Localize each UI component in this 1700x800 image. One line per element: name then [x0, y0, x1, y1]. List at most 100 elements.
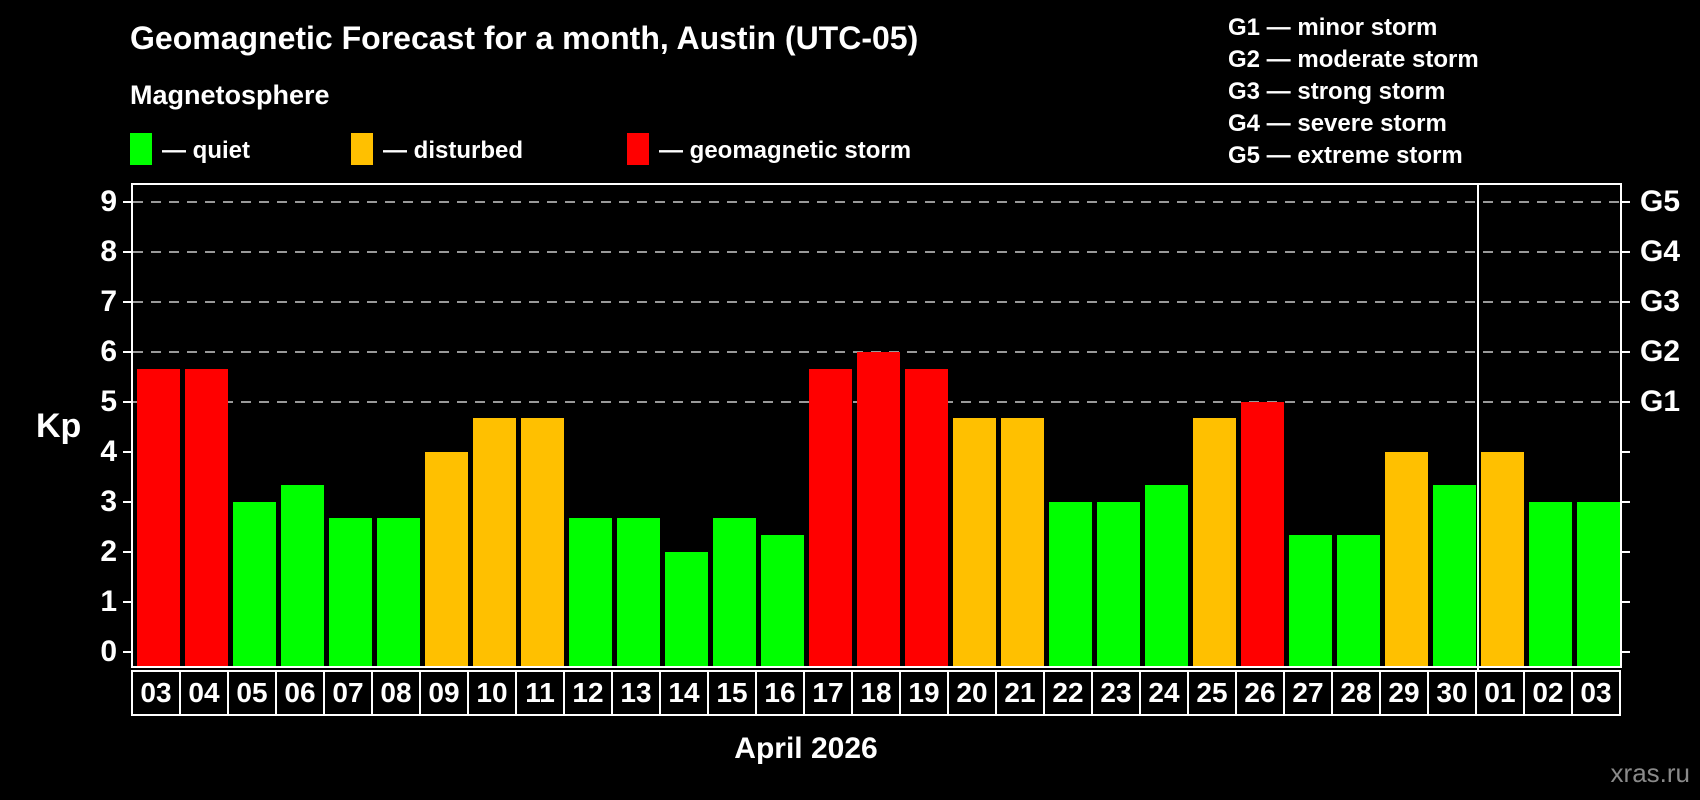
right-axis-tick [1622, 600, 1630, 603]
gridline-kp-7 [133, 301, 1620, 304]
legend-label-storm: — geomagnetic storm [659, 137, 912, 164]
date-box-03: 03 [131, 670, 181, 716]
y-axis-label: 5 [100, 385, 117, 418]
y-axis-tick [123, 550, 131, 553]
date-box-04: 04 [179, 670, 229, 716]
kp-bar-05 [232, 501, 276, 666]
g-level-label-G3: G3 [1640, 285, 1681, 319]
kp-bar-03 [1576, 501, 1620, 666]
gridline-kp-8 [133, 251, 1620, 254]
date-box-26: 26 [1235, 670, 1285, 716]
kp-bar-28 [1336, 535, 1380, 666]
y-axis-label: 0 [100, 634, 117, 668]
kp-bar-30 [1432, 485, 1476, 666]
kp-bar-11 [520, 418, 564, 666]
month-separator-line [1477, 183, 1479, 716]
kp-bar-29 [1384, 451, 1428, 666]
kp-bar-21 [1000, 418, 1044, 666]
month-caption: April 2026 [734, 732, 878, 765]
g-scale-item: G3 — strong storm [1228, 78, 1446, 105]
kp-bar-07 [328, 518, 372, 666]
date-box-03: 03 [1571, 670, 1621, 716]
date-box-02: 02 [1523, 670, 1573, 716]
g-scale-item: G4 — severe storm [1228, 110, 1447, 137]
date-box-22: 22 [1043, 670, 1093, 716]
kp-bar-02 [1528, 501, 1572, 666]
date-box-08: 08 [371, 670, 421, 716]
date-box-09: 09 [419, 670, 469, 716]
date-box-06: 06 [275, 670, 325, 716]
kp-bar-03 [136, 368, 180, 666]
legend-swatch-disturbed [351, 133, 373, 165]
date-box-10: 10 [467, 670, 517, 716]
date-box-14: 14 [659, 670, 709, 716]
g-scale-item: G5 — extreme storm [1228, 142, 1463, 169]
date-box-30: 30 [1427, 670, 1477, 716]
right-axis-tick [1622, 550, 1630, 553]
kp-bar-27 [1288, 535, 1332, 666]
date-box-16: 16 [755, 670, 805, 716]
legend-label-quiet: — quiet [162, 137, 250, 164]
plot-area [131, 183, 1622, 668]
chart-subtitle: Magnetosphere [130, 80, 330, 110]
date-box-20: 20 [947, 670, 997, 716]
right-axis-tick [1622, 201, 1630, 204]
right-axis-tick [1622, 401, 1630, 403]
y-axis-tick [123, 201, 131, 204]
g-level-label-G5: G5 [1640, 185, 1681, 219]
y-axis-label: 1 [100, 584, 117, 618]
legend-swatch-storm [627, 133, 649, 165]
kp-bar-15 [712, 518, 756, 666]
kp-bar-09 [424, 451, 468, 666]
kp-axis-title: Kp [36, 407, 82, 445]
right-axis-tick [1622, 500, 1630, 503]
y-axis-label: 9 [100, 185, 117, 219]
kp-bar-24 [1144, 485, 1188, 666]
y-axis-tick [123, 600, 131, 603]
g-scale-legend: G1 — minor storm G2 — moderate storm G3 — … [1228, 12, 1479, 172]
kp-bar-22 [1048, 501, 1092, 666]
kp-bar-13 [616, 518, 660, 666]
right-axis-tick [1622, 301, 1630, 304]
g-scale-item: G1 — minor storm [1228, 14, 1438, 41]
date-box-01: 01 [1475, 670, 1525, 716]
right-axis-tick [1622, 650, 1630, 653]
y-axis-label: 7 [100, 285, 117, 319]
date-box-25: 25 [1187, 670, 1237, 716]
date-box-07: 07 [323, 670, 373, 716]
kp-bar-18 [856, 352, 900, 666]
date-box-12: 12 [563, 670, 613, 716]
kp-bar-14 [664, 551, 708, 666]
kp-bar-01 [1480, 451, 1524, 666]
kp-bar-16 [760, 535, 804, 666]
right-axis-tick [1622, 251, 1630, 254]
kp-bar-06 [280, 485, 324, 666]
g-level-label-G1: G1 [1640, 385, 1681, 418]
date-box-28: 28 [1331, 670, 1381, 716]
date-box-15: 15 [707, 670, 757, 716]
kp-bar-25 [1192, 418, 1236, 666]
legend-label-disturbed: — disturbed [383, 137, 524, 164]
y-axis-tick [123, 301, 131, 304]
gridline-kp-9 [133, 201, 1620, 204]
date-box-27: 27 [1283, 670, 1333, 716]
date-box-29: 29 [1379, 670, 1429, 716]
date-box-13: 13 [611, 670, 661, 716]
g-level-label-G2: G2 [1640, 335, 1681, 369]
y-axis-label: 3 [100, 484, 117, 518]
y-axis-label: 8 [100, 235, 117, 269]
date-box-23: 23 [1091, 670, 1141, 716]
y-axis-tick [123, 650, 131, 653]
date-box-24: 24 [1139, 670, 1189, 716]
legend-swatch-quiet [130, 133, 152, 165]
y-axis-tick [123, 351, 131, 354]
date-box-19: 19 [899, 670, 949, 716]
y-axis-label: 4 [100, 434, 117, 468]
kp-bar-20 [952, 418, 996, 666]
kp-bar-08 [376, 518, 420, 666]
y-axis-tick [123, 401, 131, 403]
date-box-05: 05 [227, 670, 277, 716]
g-scale-item: G2 — moderate storm [1228, 46, 1479, 73]
right-axis-tick [1622, 351, 1630, 354]
